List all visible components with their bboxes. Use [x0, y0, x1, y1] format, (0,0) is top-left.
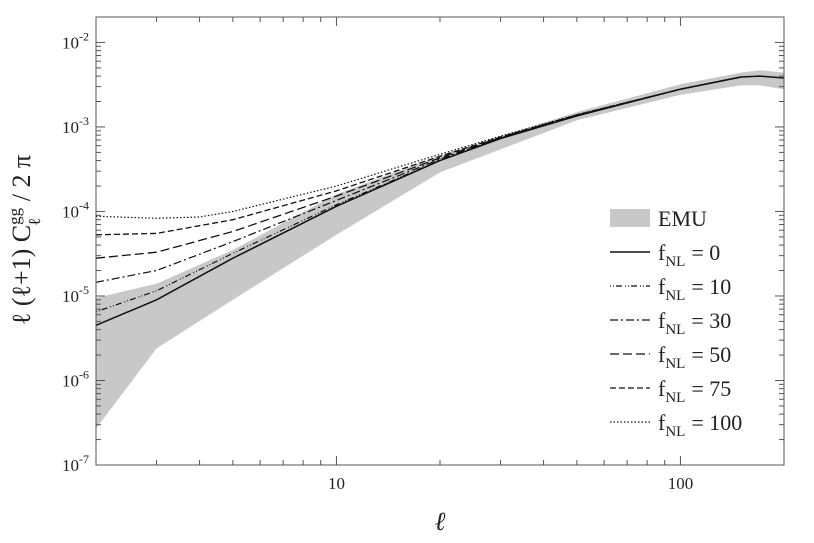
series-line-fnl-100	[95, 76, 742, 219]
y-tick-label: 10-2	[62, 29, 89, 52]
x-tick-label: 10	[328, 474, 345, 493]
y-tick-label: 10-4	[62, 198, 89, 221]
y-tick-label: 10-5	[62, 283, 89, 306]
series-line-fnl-0	[95, 75, 785, 326]
legend-label-fnl-75: fNL = 75	[658, 376, 731, 406]
y-axis-title-superscript: gg	[5, 207, 24, 225]
y-axis-title: ℓ (ℓ+1) Cggℓ / 2 π	[5, 155, 44, 325]
legend-swatch-emu	[610, 209, 650, 227]
legend-label-fnl-10: fNL = 10	[658, 274, 731, 304]
y-tick-label: 10-7	[62, 452, 89, 475]
y-tick-label: 10-6	[62, 367, 89, 390]
legend-label-fnl-0: fNL = 0	[658, 240, 720, 270]
y-axis-title-main: ℓ (ℓ+1) C	[7, 225, 36, 325]
y-axis-ticks: 10-7 10-6 10-5 10-4 10-3 10-2	[62, 16, 784, 475]
series-line-fnl-75	[95, 76, 742, 236]
legend: EMU fNL = 0 fNL = 10 fNL = 30 fNL = 50 fNL = 75 fNL…	[610, 206, 742, 440]
x-axis-ticks: 10 100	[95, 17, 785, 493]
y-tick-label: 10-3	[62, 114, 89, 137]
y-axis-title-tail: / 2 π	[7, 155, 36, 208]
x-tick-label: 100	[668, 474, 694, 493]
x-axis-title: ℓ	[435, 507, 446, 536]
legend-label-fnl-100: fNL = 100	[658, 410, 742, 440]
series-layer	[95, 75, 785, 326]
y-axis-title-subscript: ℓ	[25, 218, 44, 226]
legend-label-fnl-30: fNL = 30	[658, 308, 731, 338]
legend-label-emu: EMU	[658, 206, 707, 231]
legend-label-fnl-50: fNL = 50	[658, 342, 731, 372]
